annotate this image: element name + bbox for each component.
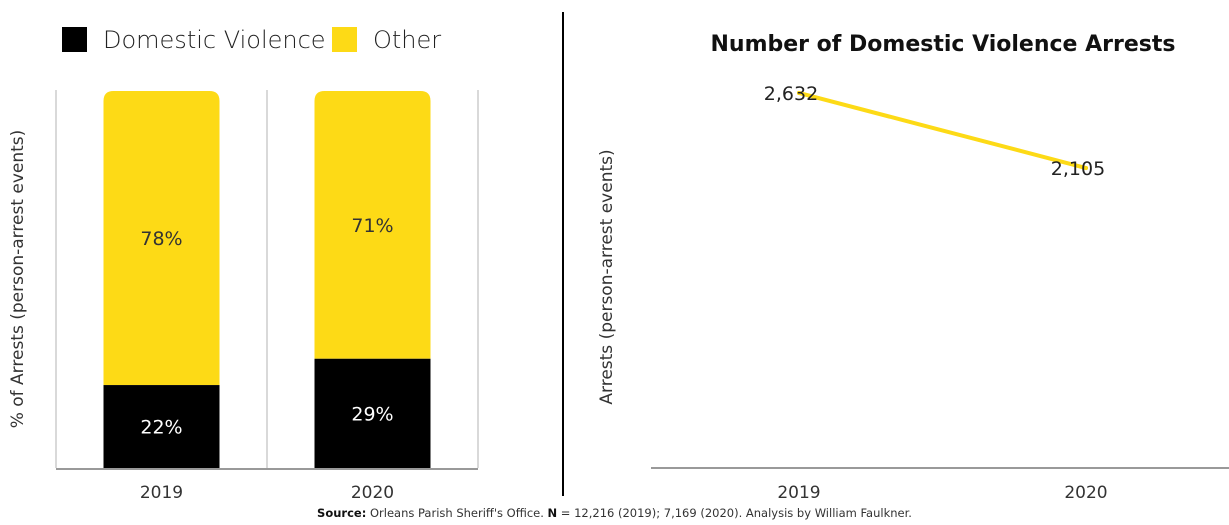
right-chart: Number of Domestic Violence Arrests Arre…	[597, 32, 1229, 503]
legend-label-other: Other	[373, 26, 441, 54]
data-point	[797, 90, 801, 95]
n-label: N	[547, 506, 558, 520]
bar-value-label: 22%	[140, 417, 182, 439]
source-text: Orleans Parish Sheriff's Office.	[366, 506, 548, 520]
series-line	[797, 90, 1088, 171]
data-point	[1084, 166, 1088, 171]
left-chart: Domestic Violence Other % of Arrests (pe…	[8, 26, 479, 503]
bar-other	[103, 91, 220, 386]
bar-value-label: 29%	[351, 403, 393, 425]
bar-value-label: 78%	[140, 228, 182, 250]
category-bands	[55, 90, 479, 468]
legend-swatch-domestic-violence	[62, 27, 87, 52]
x-tick-label: 2020	[351, 483, 394, 503]
x-tick-label: 2020	[1064, 483, 1107, 503]
bar-domestic-violence	[314, 358, 431, 468]
left-y-axis-label: % of Arrests (person-arrest events)	[8, 130, 28, 429]
n-text: = 12,216 (2019); 7,169 (2020). Analysis …	[557, 506, 912, 520]
legend: Domestic Violence Other	[62, 26, 441, 54]
legend-swatch-other	[332, 27, 357, 52]
legend-label-domestic-violence: Domestic Violence	[103, 26, 326, 54]
left-x-ticks: 2019 2020	[140, 483, 394, 503]
right-x-ticks: 2019 2020	[777, 483, 1107, 503]
point-value-label: 2,105	[1051, 158, 1105, 180]
bar-other	[314, 91, 431, 359]
x-tick-label: 2019	[140, 483, 183, 503]
right-y-axis-label: Arrests (person-arrest events)	[597, 149, 617, 404]
left-bars: 22% 78% 29% 71%	[103, 91, 431, 468]
bar-value-label: 71%	[351, 215, 393, 237]
bar-domestic-violence	[103, 385, 220, 468]
right-line: 2,632 2,105	[764, 83, 1105, 180]
source-label: Source:	[317, 506, 367, 520]
point-value-label: 2,632	[764, 83, 818, 105]
chart-title: Number of Domestic Violence Arrests	[711, 32, 1176, 57]
x-tick-label: 2019	[777, 483, 820, 503]
source-note: Source: Orleans Parish Sheriff's Office.…	[0, 506, 1229, 520]
